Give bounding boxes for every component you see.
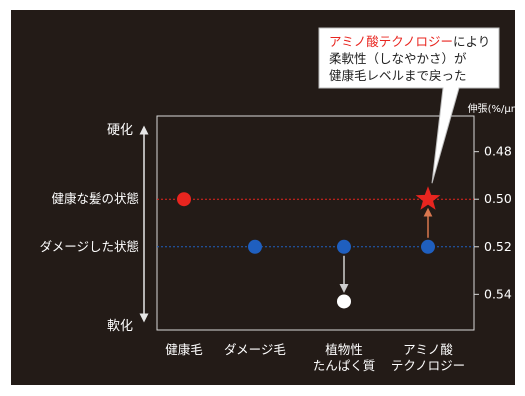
data-point	[421, 239, 435, 254]
callout-highlight: アミノ酸テクノロジー	[329, 34, 453, 49]
x-category-label: 健康毛	[165, 342, 203, 357]
y-tick-label: 0.48	[484, 144, 512, 159]
x-category-label: テクノロジー	[391, 358, 465, 373]
y-tick-label: 0.54	[484, 286, 512, 301]
callout-line: アミノ酸テクノロジーにより	[329, 34, 490, 49]
x-category-label: 植物性	[325, 342, 363, 357]
y-unit-label: 伸張(%/μm)	[468, 103, 515, 115]
callout-line: 柔軟性（しなやかさ）が	[329, 51, 467, 66]
star-marker	[415, 186, 441, 210]
callout-line: 健康毛レベルまで戻った	[329, 68, 467, 83]
data-point	[337, 294, 351, 309]
x-category-label: たんぱく質	[313, 358, 376, 373]
data-point	[248, 239, 262, 254]
reference-label: 健康な髪の状態	[51, 191, 139, 206]
callout-box	[318, 27, 500, 184]
y-tick-label: 0.52	[484, 239, 512, 254]
data-point	[177, 192, 191, 207]
data-point	[337, 239, 351, 254]
y-tick-label: 0.50	[484, 191, 512, 206]
chart-panel: 硬化軟化 健康な髪の状態ダメージした状態 0.48 0.50 0.52 0.54 伸張(%/…	[11, 10, 515, 385]
x-category-label: アミノ酸	[403, 342, 453, 357]
callout-text: により	[453, 34, 490, 49]
x-category-label: ダメージ毛	[224, 342, 286, 357]
reference-label: ダメージした状態	[40, 239, 139, 254]
plot-frame	[156, 115, 475, 331]
left-axis-top-label: 硬化	[107, 123, 133, 138]
left-axis-bottom-label: 軟化	[107, 318, 133, 334]
